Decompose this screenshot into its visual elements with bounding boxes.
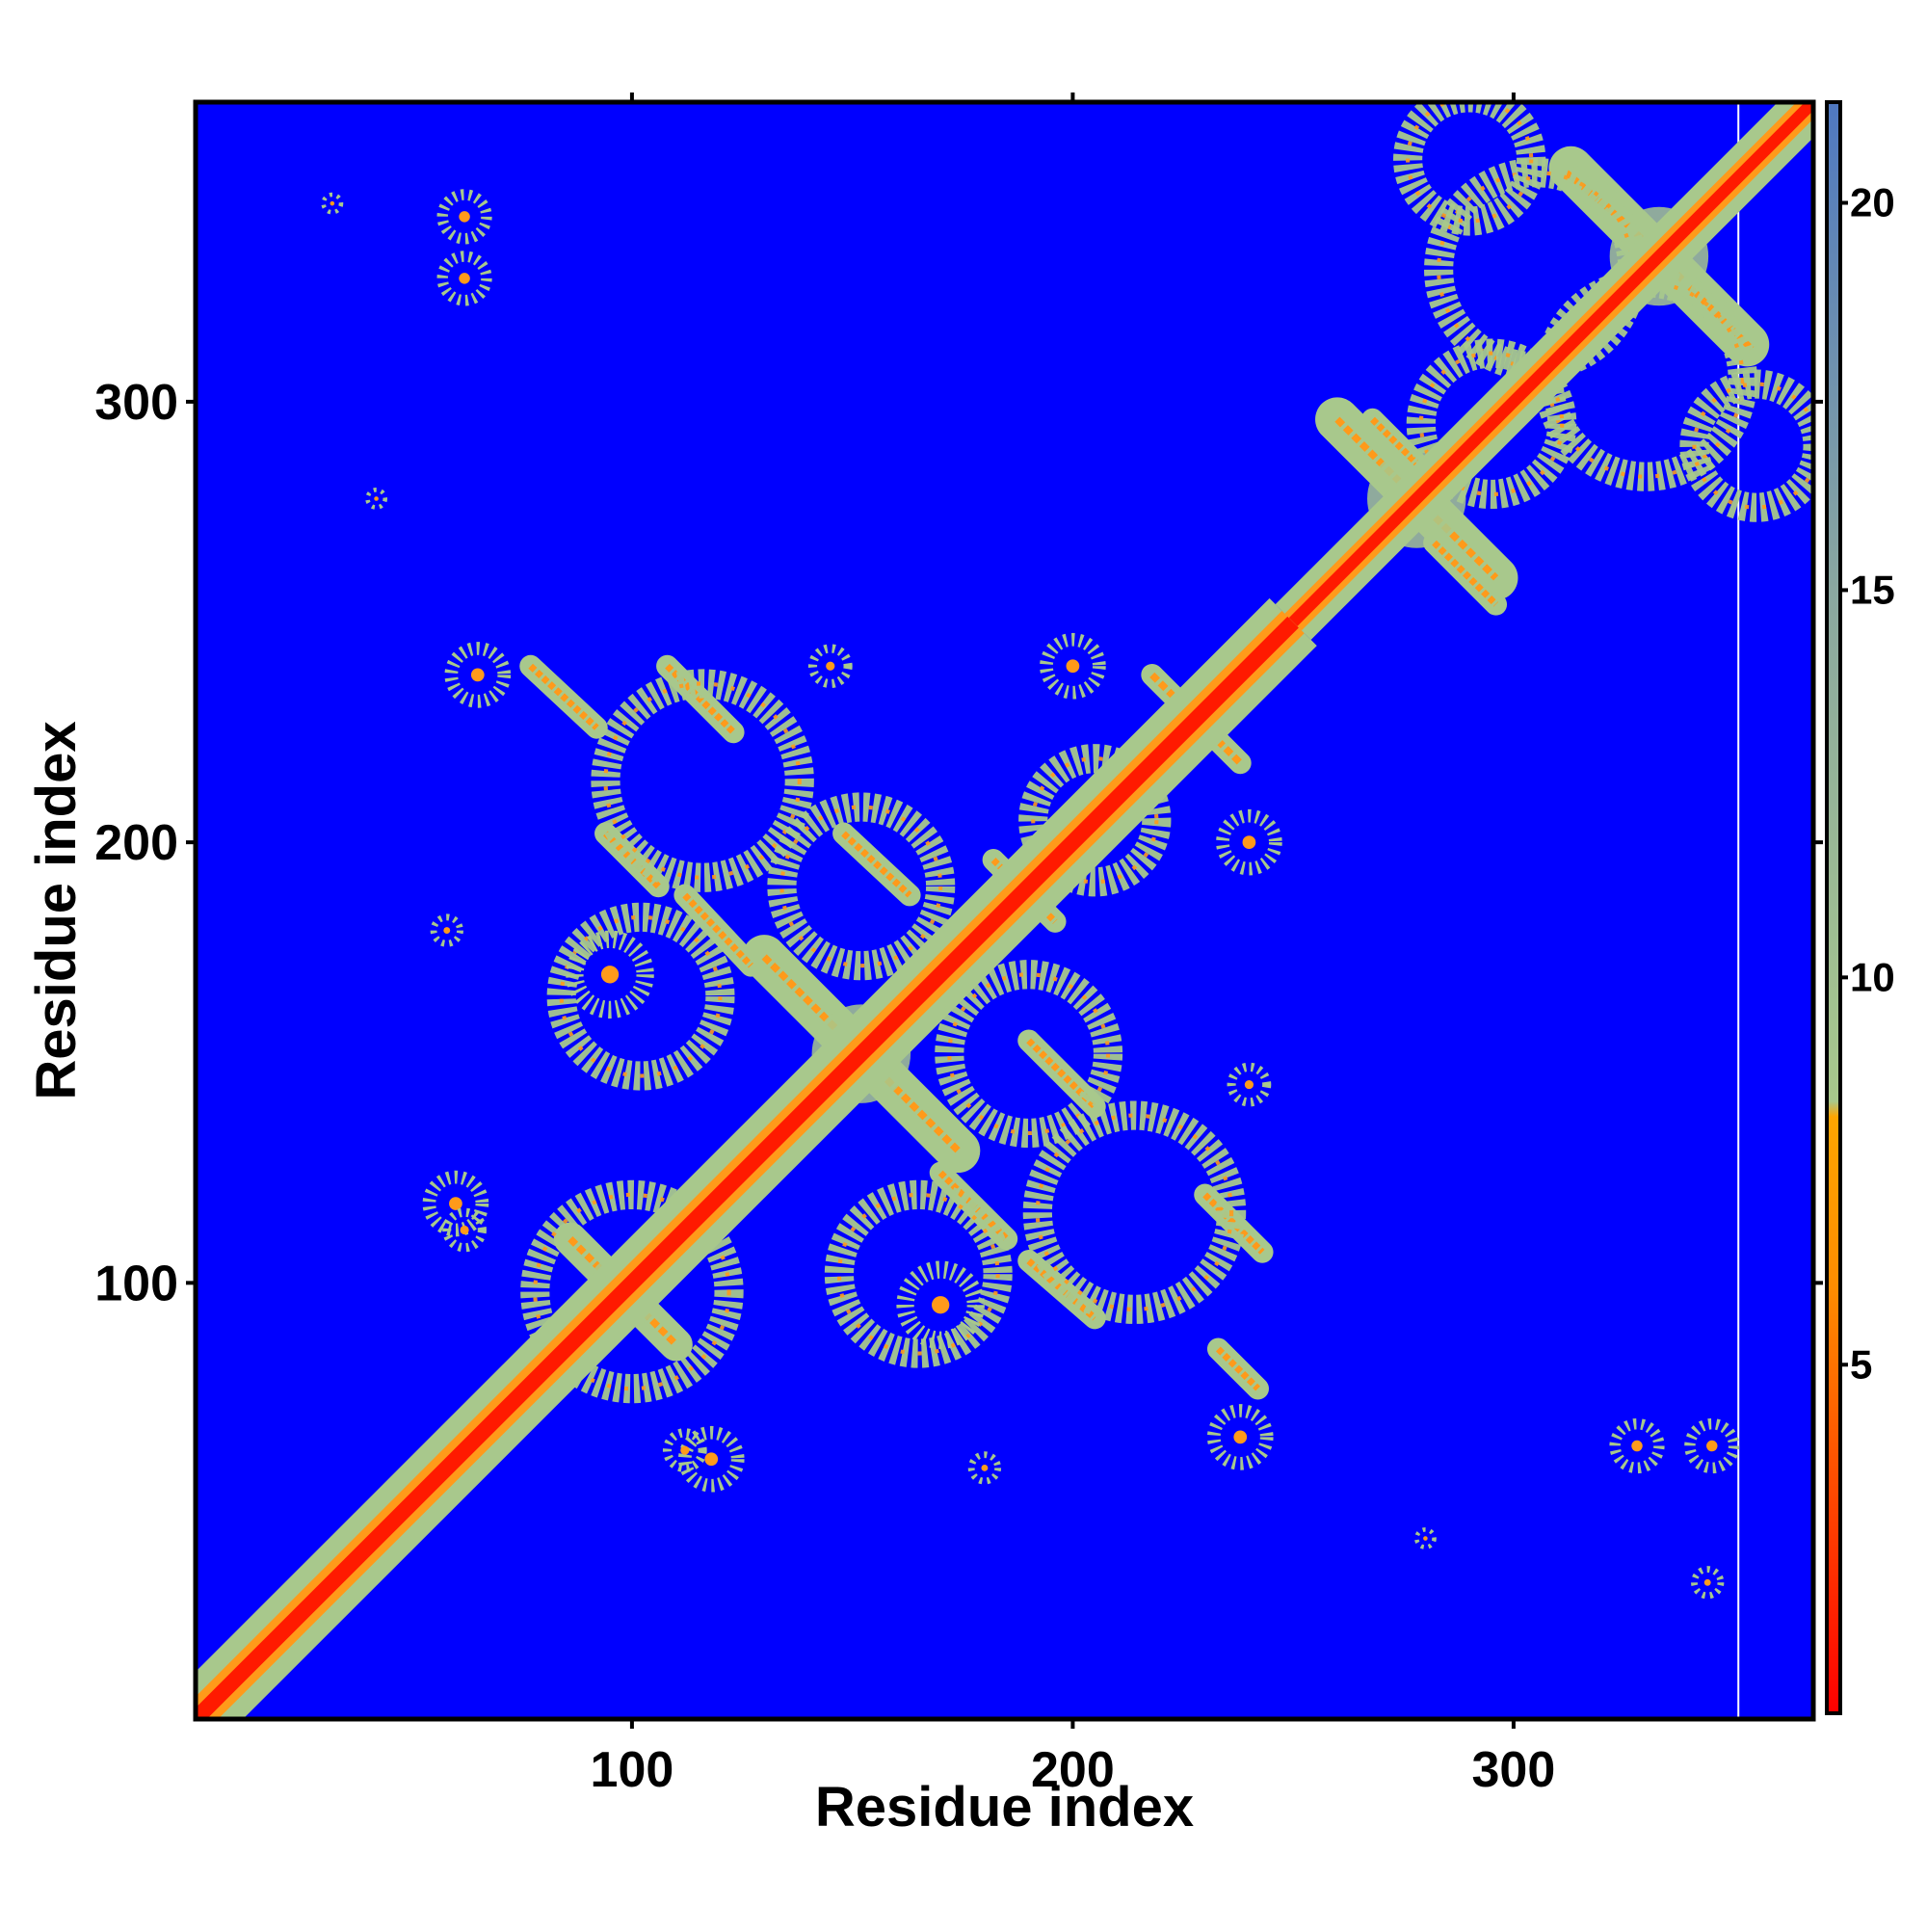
contact-blob-core-42 — [704, 1452, 719, 1467]
contact-strand-core-6 — [665, 663, 736, 735]
contact-blob-39 — [1691, 1566, 1725, 1600]
contact-blob-core-34 — [459, 273, 470, 284]
colorbar-tick-label: 5 — [1850, 1341, 1872, 1387]
contact-blob-core-51 — [680, 1445, 690, 1455]
contact-ring-core-31 — [1692, 382, 1813, 510]
contact-blob-50 — [444, 642, 512, 708]
contact-blob-49 — [1206, 1404, 1274, 1470]
y-axis: 100 200 300 — [94, 375, 1823, 1311]
contact-blob-46 — [1040, 632, 1106, 700]
contact-ring-core-24 — [1035, 1113, 1234, 1311]
contact-blob-41 — [422, 1170, 489, 1237]
plot-frame — [193, 99, 1816, 1722]
contact-blob-core-47 — [1244, 1080, 1254, 1090]
heatmap-cells — [196, 102, 1813, 1719]
contact-strand-core-15 — [1215, 1346, 1260, 1391]
contact-blob-core-54 — [443, 927, 451, 935]
contact-blob-54 — [430, 913, 463, 947]
contact-blob-core-40 — [1423, 1536, 1428, 1541]
y-tick-label: 100 — [94, 1256, 178, 1311]
diagonal-core-0 — [196, 616, 1299, 1719]
contact-blob-33 — [436, 189, 492, 245]
contact-ring-core-29 — [1546, 280, 1745, 479]
contact-blob-37 — [1684, 1417, 1740, 1474]
x-axis-label: Residue index — [815, 1776, 1194, 1839]
contact-strand-core-14 — [1202, 1192, 1265, 1255]
contact-blob-core-36 — [374, 496, 379, 501]
contact-blob-45 — [1216, 808, 1282, 876]
x-tick-label: 300 — [1472, 1742, 1556, 1798]
contact-blob-core-44 — [932, 1296, 950, 1314]
contact-blob-core-46 — [1066, 659, 1080, 674]
contact-blob-core-43 — [600, 966, 620, 984]
contact-blob-40 — [1413, 1527, 1437, 1549]
contact-ring-core-25 — [836, 1192, 1000, 1356]
diagonal-core-1 — [1288, 102, 1813, 626]
contact-ring-core-27 — [1031, 756, 1159, 885]
contact-ring-core-22 — [779, 805, 943, 968]
contact-ring-core-21 — [603, 681, 802, 880]
contact-blob-core-49 — [1233, 1430, 1248, 1444]
colorbar-tick-label: 20 — [1850, 180, 1895, 225]
contact-blob-core-33 — [459, 211, 470, 223]
colorbar-bar — [1825, 100, 1842, 1715]
contact-blob-53 — [967, 1451, 1002, 1485]
contact-blob-42 — [677, 1425, 745, 1493]
contact-blob-core-41 — [449, 1197, 462, 1210]
contact-ring-core-26 — [559, 914, 723, 1078]
contact-blob-core-35 — [330, 200, 335, 206]
contact-blob-48 — [807, 644, 853, 689]
contact-cross-core-2 — [1334, 416, 1499, 581]
colorbar-tick-label: 10 — [1850, 954, 1895, 999]
colorbar-tick-label: 15 — [1850, 567, 1895, 612]
contact-ring-core-23 — [947, 972, 1111, 1136]
contact-blob-44 — [896, 1260, 985, 1349]
contact-blob-34 — [436, 251, 492, 306]
contact-strand-core-18 — [1564, 170, 1631, 228]
contact-blob-35 — [321, 192, 344, 215]
contact-ring-core-30 — [1418, 351, 1565, 497]
contact-strand-core-8 — [682, 892, 753, 968]
contact-strand-core-5 — [528, 663, 599, 730]
contact-blob-core-45 — [1242, 835, 1256, 849]
plot-area — [196, 102, 1813, 1719]
contact-blob-core-53 — [981, 1464, 989, 1471]
contact-blob-core-38 — [1631, 1440, 1643, 1452]
contact-blob-core-50 — [470, 668, 485, 682]
contact-blob-core-37 — [1706, 1440, 1718, 1452]
contact-blob-47 — [1227, 1062, 1272, 1107]
y-tick-label: 200 — [94, 815, 178, 871]
contact-blob-core-39 — [1703, 1578, 1711, 1586]
contact-blob-43 — [566, 930, 654, 1019]
y-tick-label: 300 — [94, 375, 178, 431]
y-axis-label: Residue index — [25, 721, 88, 1099]
colorbar: 5 10 15 20 — [1825, 100, 1895, 1715]
contact-blob-core-48 — [826, 661, 835, 671]
x-tick-label: 200 — [1031, 1742, 1115, 1798]
contact-blob-51 — [662, 1428, 707, 1472]
contact-strand-core-9 — [841, 831, 912, 898]
x-tick-label: 100 — [591, 1742, 674, 1798]
contact-blob-core-52 — [460, 1225, 469, 1235]
contact-strand-core-11 — [1026, 1038, 1097, 1109]
x-axis: 100 200 300 — [591, 93, 1556, 1798]
contact-ring-core-20 — [533, 1192, 731, 1391]
contact-blob-36 — [365, 488, 388, 510]
contact-ring-core-32 — [1406, 102, 1534, 224]
contact-blob-52 — [442, 1207, 487, 1253]
contact-strand-core-17 — [1432, 540, 1499, 607]
contact-blob-38 — [1609, 1417, 1665, 1474]
